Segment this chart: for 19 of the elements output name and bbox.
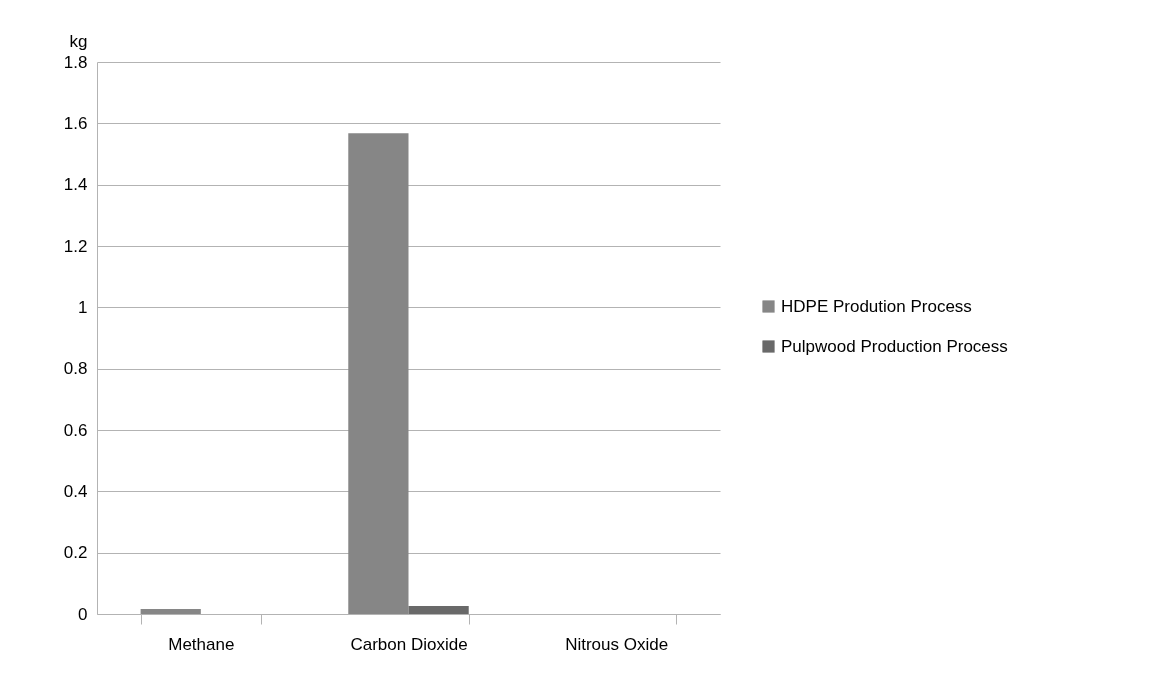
y-tick-label: 0.6 [63, 420, 88, 440]
y-tick-label: 1.8 [63, 52, 88, 72]
y-tick-label: 0 [78, 604, 88, 624]
y-axis-title: kg [69, 31, 88, 51]
y-tick-label: 0.2 [63, 543, 88, 563]
bar [408, 606, 469, 614]
y-tick-label: 0.8 [63, 359, 88, 379]
bar [140, 609, 201, 614]
x-tick-label: Nitrous Oxide [565, 634, 669, 654]
y-tick-label: 1.4 [63, 175, 88, 195]
legend-label: Pulpwood Production Process [781, 336, 1008, 356]
legend-label: HDPE Prodution Process [781, 296, 972, 316]
bar [348, 133, 409, 614]
y-tick-label: 1.6 [63, 113, 88, 133]
y-tick-label: 1.2 [63, 236, 88, 256]
y-tick-label: 1 [78, 297, 88, 317]
y-tick-label: 0.4 [63, 481, 88, 501]
x-tick-label: Carbon Dioxide [350, 634, 468, 654]
x-tick-label: Methane [168, 634, 235, 654]
